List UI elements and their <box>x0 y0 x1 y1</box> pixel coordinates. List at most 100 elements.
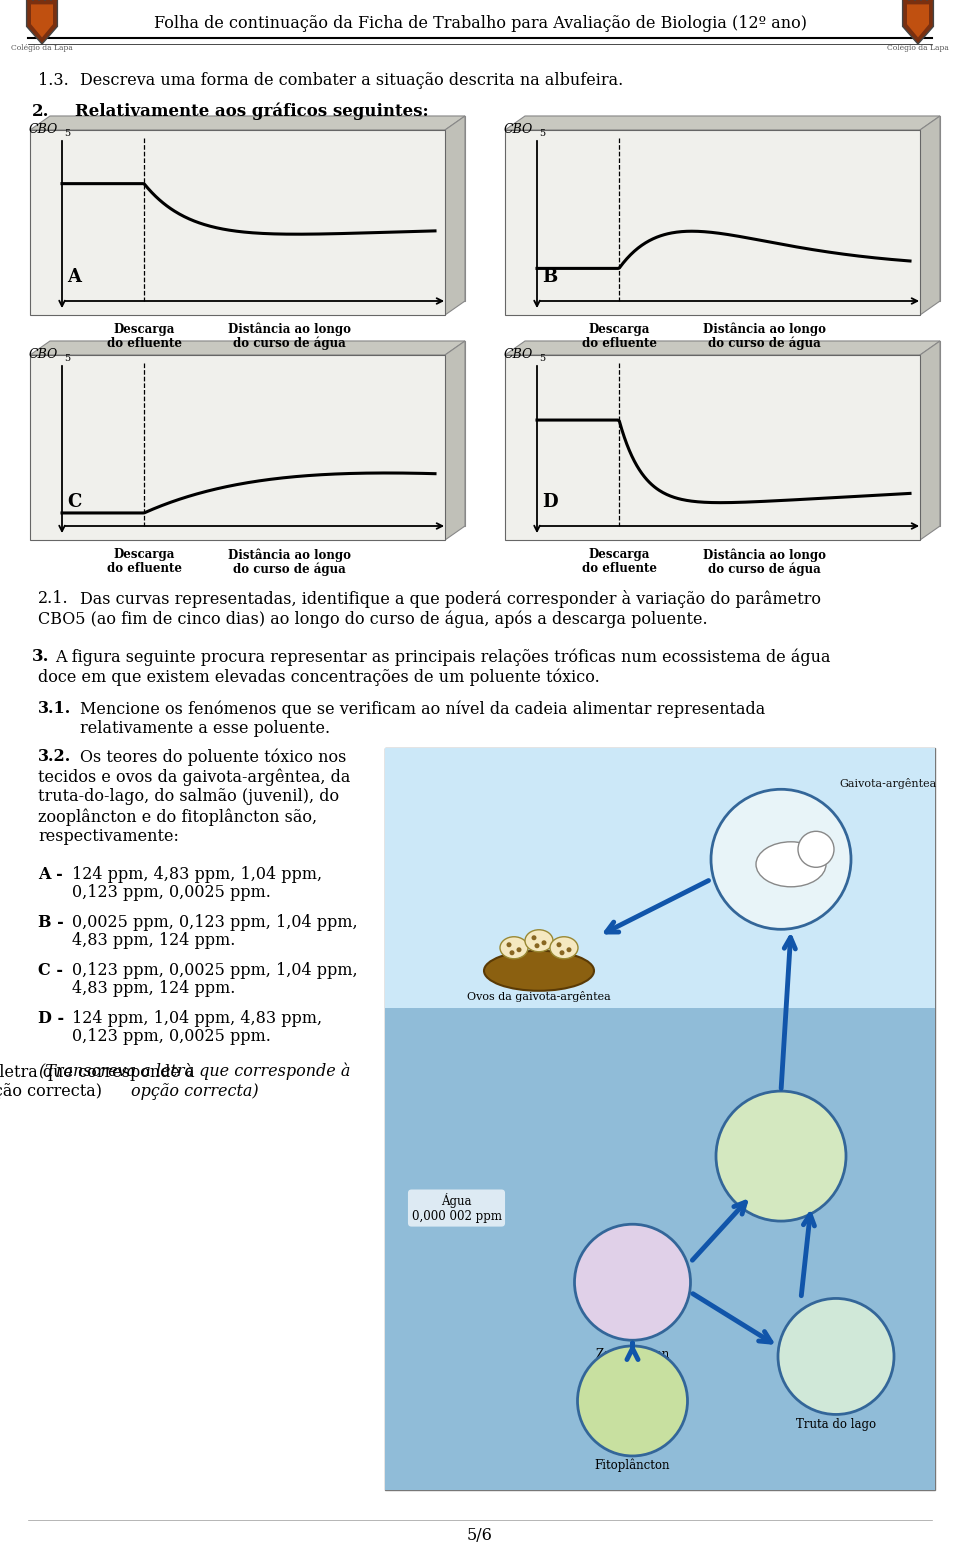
Ellipse shape <box>484 950 594 990</box>
Text: Das curvas representadas, identifique a que poderá corresponder à variação do pa: Das curvas representadas, identifique a … <box>80 590 821 609</box>
Polygon shape <box>31 5 53 37</box>
Polygon shape <box>505 130 920 315</box>
Text: do efluente: do efluente <box>582 562 657 575</box>
Text: Folha de continuação da Ficha de Trabalho para Avaliação de Biologia (12º ano): Folha de continuação da Ficha de Trabalh… <box>154 15 806 32</box>
Polygon shape <box>50 341 465 525</box>
Polygon shape <box>907 5 929 37</box>
Text: Água
0,000 002 ppm: Água 0,000 002 ppm <box>412 1193 501 1224</box>
Text: 4,83 ppm, 124 ppm.: 4,83 ppm, 124 ppm. <box>72 980 235 997</box>
Text: Distância ao longo: Distância ao longo <box>228 323 351 337</box>
Bar <box>385 748 935 1007</box>
Text: truta-do-lago, do salmão (juvenil), do: truta-do-lago, do salmão (juvenil), do <box>38 788 339 805</box>
Text: 5/6: 5/6 <box>468 1526 492 1543</box>
Circle shape <box>716 1091 846 1221</box>
Text: zooplâncton e do fitoplâncton são,: zooplâncton e do fitoplâncton são, <box>38 808 317 825</box>
Polygon shape <box>30 116 465 130</box>
Polygon shape <box>445 341 465 541</box>
Circle shape <box>798 831 834 867</box>
Text: do curso de água: do curso de água <box>708 562 821 575</box>
Polygon shape <box>920 116 940 315</box>
Text: 3.: 3. <box>32 647 50 664</box>
Text: Distância ao longo: Distância ao longo <box>703 548 826 561</box>
Text: Descarga: Descarga <box>588 548 650 561</box>
Ellipse shape <box>550 936 578 959</box>
Circle shape <box>532 935 537 941</box>
Text: opção correcta): opção correcta) <box>132 1083 259 1100</box>
Text: Fitoplâncton: Fitoplâncton <box>595 1458 670 1472</box>
Text: A: A <box>67 267 81 286</box>
Text: doce em que existem elevadas concentrações de um poluente tóxico.: doce em que existem elevadas concentraçõ… <box>38 667 600 686</box>
Text: Distância ao longo: Distância ao longo <box>703 323 826 337</box>
Text: do efluente: do efluente <box>107 562 181 575</box>
Text: tecidos e ovos da gaivota-argêntea, da: tecidos e ovos da gaivota-argêntea, da <box>38 768 350 785</box>
Circle shape <box>560 950 564 955</box>
Text: do curso de água: do curso de água <box>708 337 821 351</box>
Text: respectivamente:: respectivamente: <box>38 828 179 845</box>
Circle shape <box>516 947 521 952</box>
Circle shape <box>578 1346 687 1455</box>
Text: Gaivota-argêntea: Gaivota-argêntea <box>839 777 936 788</box>
Circle shape <box>566 947 571 952</box>
Text: 5: 5 <box>539 128 545 138</box>
Text: Colégio da Lapa: Colégio da Lapa <box>12 43 73 53</box>
Text: (Transcreva a letra que corresponde à: (Transcreva a letra que corresponde à <box>0 1063 194 1081</box>
Text: 0,123 ppm, 0,0025 ppm.: 0,123 ppm, 0,0025 ppm. <box>72 884 271 901</box>
Text: 3.1.: 3.1. <box>38 700 71 717</box>
Polygon shape <box>505 355 920 541</box>
Text: CBO: CBO <box>29 348 58 362</box>
Text: Zooplâncton: Zooplâncton <box>595 1347 670 1361</box>
Text: (Transcreva a letra que corresponde à: (Transcreva a letra que corresponde à <box>39 1063 350 1080</box>
Text: do efluente: do efluente <box>107 337 181 351</box>
Text: Descarga: Descarga <box>113 548 175 561</box>
Text: 2.: 2. <box>32 104 50 121</box>
Text: C: C <box>67 493 82 511</box>
Text: relativamente a esse poluente.: relativamente a esse poluente. <box>80 720 330 737</box>
Text: Colégio da Lapa: Colégio da Lapa <box>887 43 948 53</box>
Polygon shape <box>30 130 445 315</box>
Text: Os teores do poluente tóxico nos: Os teores do poluente tóxico nos <box>80 748 347 765</box>
Text: 3.2.: 3.2. <box>38 748 71 765</box>
Text: 0,123 ppm, 0,0025 ppm.: 0,123 ppm, 0,0025 ppm. <box>72 1027 271 1044</box>
Text: Descarga: Descarga <box>113 323 175 335</box>
Text: B -: B - <box>38 915 63 932</box>
Text: B: B <box>542 267 557 286</box>
Text: 5: 5 <box>539 354 545 363</box>
Text: CBO: CBO <box>29 124 58 136</box>
Circle shape <box>510 950 515 955</box>
Text: Truta do lago: Truta do lago <box>796 1418 876 1431</box>
Text: 124 ppm, 4,83 ppm, 1,04 ppm,: 124 ppm, 4,83 ppm, 1,04 ppm, <box>72 867 323 884</box>
Text: D -: D - <box>38 1010 64 1027</box>
Text: do curso de água: do curso de água <box>233 562 346 575</box>
Text: CBO5 (ao fim de cinco dias) ao longo do curso de água, após a descarga poluente.: CBO5 (ao fim de cinco dias) ao longo do … <box>38 610 708 627</box>
Circle shape <box>574 1224 690 1340</box>
Text: 0,123 ppm, 0,0025 ppm, 1,04 ppm,: 0,123 ppm, 0,0025 ppm, 1,04 ppm, <box>72 963 358 980</box>
Bar <box>385 1007 935 1489</box>
Text: Distância ao longo: Distância ao longo <box>228 548 351 561</box>
Polygon shape <box>505 341 940 355</box>
Text: 124 ppm, 1,04 ppm, 4,83 ppm,: 124 ppm, 1,04 ppm, 4,83 ppm, <box>72 1010 323 1027</box>
Text: 4,83 ppm, 124 ppm.: 4,83 ppm, 124 ppm. <box>72 932 235 949</box>
Circle shape <box>507 942 512 947</box>
Polygon shape <box>27 0 58 43</box>
Text: Relativamente aos gráficos seguintes:: Relativamente aos gráficos seguintes: <box>75 104 428 121</box>
Polygon shape <box>902 0 933 43</box>
Text: 0,0025 ppm, 0,123 ppm, 1,04 ppm,: 0,0025 ppm, 0,123 ppm, 1,04 ppm, <box>72 915 358 932</box>
Text: 1.3.: 1.3. <box>38 73 69 90</box>
Circle shape <box>778 1298 894 1414</box>
Text: do efluente: do efluente <box>582 337 657 351</box>
Polygon shape <box>525 116 940 301</box>
Text: Descarga: Descarga <box>588 323 650 335</box>
Text: 2.1.: 2.1. <box>38 590 68 607</box>
Text: Salmão
(juvenis): Salmão (juvenis) <box>765 1137 817 1165</box>
Polygon shape <box>525 341 940 525</box>
Text: D: D <box>542 493 558 511</box>
Text: Descreva uma forma de combater a situação descrita na albufeira.: Descreva uma forma de combater a situaçã… <box>80 73 623 90</box>
Text: 5: 5 <box>64 354 70 363</box>
Circle shape <box>557 942 562 947</box>
Circle shape <box>535 944 540 949</box>
Circle shape <box>541 941 546 946</box>
Text: C -: C - <box>38 963 63 980</box>
Ellipse shape <box>756 842 826 887</box>
Polygon shape <box>920 341 940 541</box>
Circle shape <box>711 789 851 929</box>
